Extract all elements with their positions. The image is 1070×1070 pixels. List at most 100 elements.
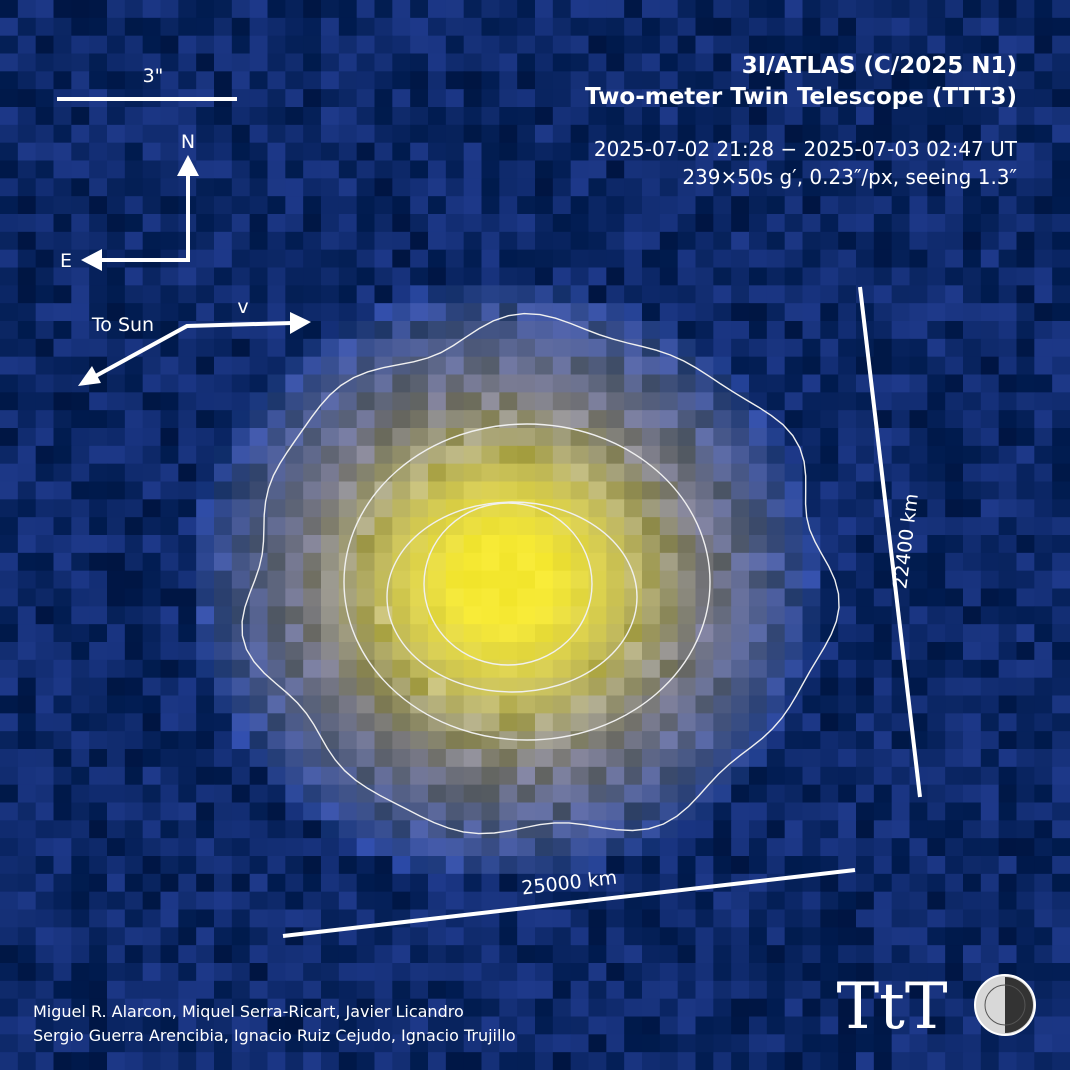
pixel	[980, 802, 1000, 821]
pixel	[35, 856, 55, 875]
pixel	[463, 695, 483, 714]
pixel	[392, 963, 411, 982]
pixel	[196, 695, 215, 714]
pixel	[927, 535, 946, 554]
pixel	[410, 517, 429, 536]
pixel	[1052, 820, 1070, 839]
pixel	[374, 713, 393, 732]
pixel	[214, 963, 233, 982]
pixel	[766, 535, 786, 554]
pixel	[249, 552, 269, 572]
pixel	[695, 963, 714, 982]
pixel	[891, 552, 911, 572]
pixel	[53, 624, 72, 643]
pixel	[873, 0, 893, 19]
pixel	[249, 642, 269, 661]
pixel	[820, 160, 839, 179]
pixel	[338, 980, 358, 1000]
pixel	[517, 124, 536, 144]
pixel	[659, 552, 679, 572]
pixel	[1052, 784, 1070, 804]
pixel	[356, 1052, 376, 1070]
pixel	[231, 178, 251, 197]
pixel	[321, 445, 340, 465]
pixel	[214, 945, 233, 964]
pixel	[606, 624, 625, 643]
pixel	[53, 214, 72, 233]
pixel	[856, 1016, 875, 1035]
pixel	[356, 588, 376, 607]
pixel	[0, 499, 19, 518]
pixel	[927, 766, 946, 786]
pixel	[321, 392, 340, 411]
pixel	[677, 249, 697, 269]
pixel	[17, 53, 37, 72]
pixel	[214, 124, 233, 144]
pixel	[374, 196, 393, 215]
pixel	[927, 214, 946, 233]
pixel	[428, 196, 447, 215]
pixel	[392, 481, 411, 500]
pixel	[1052, 945, 1070, 964]
pixel	[731, 214, 750, 233]
pixel	[428, 53, 447, 72]
pixel	[820, 945, 839, 964]
pixel	[695, 374, 714, 393]
pixel	[107, 749, 126, 768]
pixel	[303, 731, 322, 750]
pixel	[677, 392, 697, 411]
pixel	[1034, 249, 1053, 269]
pixel	[802, 642, 821, 661]
pixel	[481, 731, 500, 750]
pixel	[606, 285, 625, 304]
pixel	[784, 178, 804, 197]
pixel	[142, 196, 162, 215]
pixel	[588, 410, 607, 429]
pixel	[606, 1052, 625, 1070]
pixel	[820, 285, 839, 304]
pixel	[695, 178, 714, 197]
pixel	[499, 588, 518, 607]
pixel	[89, 231, 108, 251]
pixel	[374, 160, 393, 179]
pixel	[321, 766, 340, 786]
pixel	[677, 927, 697, 946]
pixel	[267, 499, 286, 518]
pixel	[142, 142, 162, 162]
pixel	[428, 392, 447, 411]
pixel	[445, 499, 465, 518]
pixel	[766, 570, 786, 590]
pixel	[624, 107, 643, 126]
pixel	[463, 249, 483, 269]
pixel	[731, 677, 750, 697]
pixel	[784, 838, 804, 857]
pixel	[552, 552, 572, 572]
pixel	[998, 713, 1018, 732]
pixel	[535, 374, 554, 393]
pixel	[463, 1052, 483, 1070]
pixel	[321, 481, 340, 500]
pixel	[445, 624, 465, 643]
pixel	[535, 445, 554, 465]
pixel	[356, 445, 376, 465]
pixel	[766, 713, 786, 732]
pixel	[749, 499, 768, 518]
pixel	[249, 410, 269, 429]
pixel	[374, 766, 393, 786]
pixel	[624, 428, 643, 447]
pixel	[606, 749, 625, 768]
pixel	[303, 463, 322, 483]
pixel	[0, 410, 19, 429]
pixel	[374, 552, 393, 572]
pixel	[35, 214, 55, 233]
pixel	[963, 356, 982, 376]
pixel	[178, 35, 197, 55]
pixel	[963, 642, 982, 661]
pixel	[374, 677, 393, 697]
pixel	[124, 624, 144, 643]
pixel	[766, 481, 786, 500]
pixel	[178, 0, 197, 19]
pixel	[231, 35, 251, 55]
pixel	[980, 749, 1000, 768]
pixel	[196, 196, 215, 215]
